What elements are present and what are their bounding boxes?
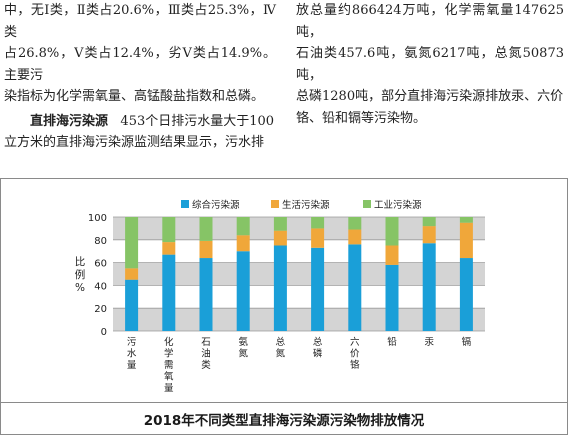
x-tick-label: 污 xyxy=(127,336,137,348)
x-tick-label: 氮 xyxy=(238,348,248,360)
bar-segment xyxy=(236,251,250,331)
bar-segment xyxy=(162,217,176,243)
bar-segment xyxy=(385,217,399,246)
bar-segment xyxy=(422,217,436,227)
legend-label: 生活污染源 xyxy=(282,199,330,211)
bar-segment xyxy=(199,258,213,331)
paragraph-line: 立方米的直排海污染源监测结果显示，污水排 xyxy=(4,135,265,150)
x-tick-label: 价 xyxy=(350,349,360,360)
section-paragraph: 直排海污染源 453个日排污水量大于100 xyxy=(4,111,276,133)
section-heading: 直排海污染源 xyxy=(30,113,109,129)
paragraph-line: 石油类457.6吨，氨氮6217吨，总氮50873吨， xyxy=(296,46,564,83)
bar-segment xyxy=(273,230,287,246)
x-tick-label: 学 xyxy=(164,348,174,360)
legend-label: 综合污染源 xyxy=(192,199,240,211)
bar-segment xyxy=(125,217,139,269)
paragraph-line: 染指标为化学需氧量、高锰酸盐指数和总磷。 xyxy=(4,89,265,104)
x-tick-label: 磷 xyxy=(313,348,323,360)
bar-segment xyxy=(459,222,473,259)
paragraph-line: 铬、铅和镉等污染物。 xyxy=(296,110,427,126)
x-tick-label: 铅 xyxy=(387,336,397,348)
bar-segment xyxy=(199,217,213,241)
y-axis-label: 例 xyxy=(75,268,86,281)
legend-swatch xyxy=(363,200,371,208)
legend-label: 工业污染源 xyxy=(374,199,422,211)
x-tick-label: 需 xyxy=(164,360,174,371)
x-tick-label: 氮 xyxy=(276,348,286,360)
x-tick-label: 汞 xyxy=(424,337,434,348)
x-tick-label: 总 xyxy=(313,336,323,348)
paragraph-line: 占26.8%，Ⅴ类占12.4%，劣Ⅴ类占14.9%。主要污 xyxy=(4,46,276,83)
x-tick-label: 氨 xyxy=(238,336,248,348)
figure-box: 0 20 40 60 80 100 比例% 综合污染源 生活污染源 工业污染源污水量化学需氧量石油… xyxy=(0,178,568,435)
bar-segment xyxy=(125,279,139,331)
bar-segment xyxy=(273,245,287,331)
y-tick-label: 80 xyxy=(94,236,107,247)
legend-swatch xyxy=(181,200,189,208)
bar-segment xyxy=(459,217,473,223)
figure-title: 2018年不同类型直排海污染源污染物排放情况 xyxy=(1,402,567,434)
bar-segment xyxy=(236,217,250,236)
x-tick-label: 类 xyxy=(201,359,211,371)
bar-segment xyxy=(199,240,213,259)
y-tick-label: 20 xyxy=(94,304,107,315)
bar-segment xyxy=(311,228,325,248)
article-left-column: 中，无Ⅰ类，Ⅱ类占20.6%，Ⅲ类占25.3%，Ⅳ类 占26.8%，Ⅴ类占12.… xyxy=(4,0,276,154)
y-tick-label: 60 xyxy=(94,259,107,270)
bar-segment xyxy=(385,264,399,331)
y-tick-label: 0 xyxy=(101,327,107,338)
x-tick-label: 六 xyxy=(350,336,360,348)
bar-segment xyxy=(348,217,362,230)
bar-segment xyxy=(162,254,176,331)
paragraph-line: 总磷1280吨，部分直排海污染源排放汞、六价 xyxy=(296,89,564,104)
bar-segment xyxy=(125,268,139,280)
bar-segment xyxy=(236,235,250,252)
bar-segment xyxy=(348,229,362,245)
bar-segment xyxy=(459,258,473,331)
y-axis-label: 比 xyxy=(75,255,86,268)
bar-segment xyxy=(273,217,287,231)
bar-segment xyxy=(348,244,362,331)
x-tick-label: 量 xyxy=(127,360,137,371)
x-tick-label: 氧 xyxy=(164,371,174,383)
y-axis-label: % xyxy=(75,282,85,294)
bar-segment xyxy=(311,247,325,331)
paragraph-line: 放总量约866424万吨，化学需氧量147625吨， xyxy=(296,3,564,40)
x-tick-label: 铬 xyxy=(350,359,360,371)
bar-segment xyxy=(422,226,436,244)
bar-segment xyxy=(422,243,436,331)
bar-segment xyxy=(385,245,399,265)
paragraph-text: 453个日排污水量大于100 xyxy=(120,113,275,129)
x-tick-label: 水 xyxy=(127,348,137,360)
bar-segment xyxy=(162,242,176,255)
x-tick-label: 石 xyxy=(201,337,211,348)
legend-swatch xyxy=(271,200,279,208)
y-tick-label: 100 xyxy=(88,213,107,224)
y-tick-label: 40 xyxy=(94,281,107,292)
article-right-column: 放总量约866424万吨，化学需氧量147625吨， 石油类457.6吨，氨氮6… xyxy=(296,0,564,129)
paragraph-line: 中，无Ⅰ类，Ⅱ类占20.6%，Ⅲ类占25.3%，Ⅳ类 xyxy=(4,3,276,40)
bar-segment xyxy=(311,217,325,229)
x-tick-label: 总 xyxy=(276,336,286,348)
x-tick-label: 量 xyxy=(164,383,174,394)
x-tick-label: 化 xyxy=(164,336,174,348)
x-tick-label: 镉 xyxy=(462,336,472,348)
x-tick-label: 油 xyxy=(201,348,211,360)
